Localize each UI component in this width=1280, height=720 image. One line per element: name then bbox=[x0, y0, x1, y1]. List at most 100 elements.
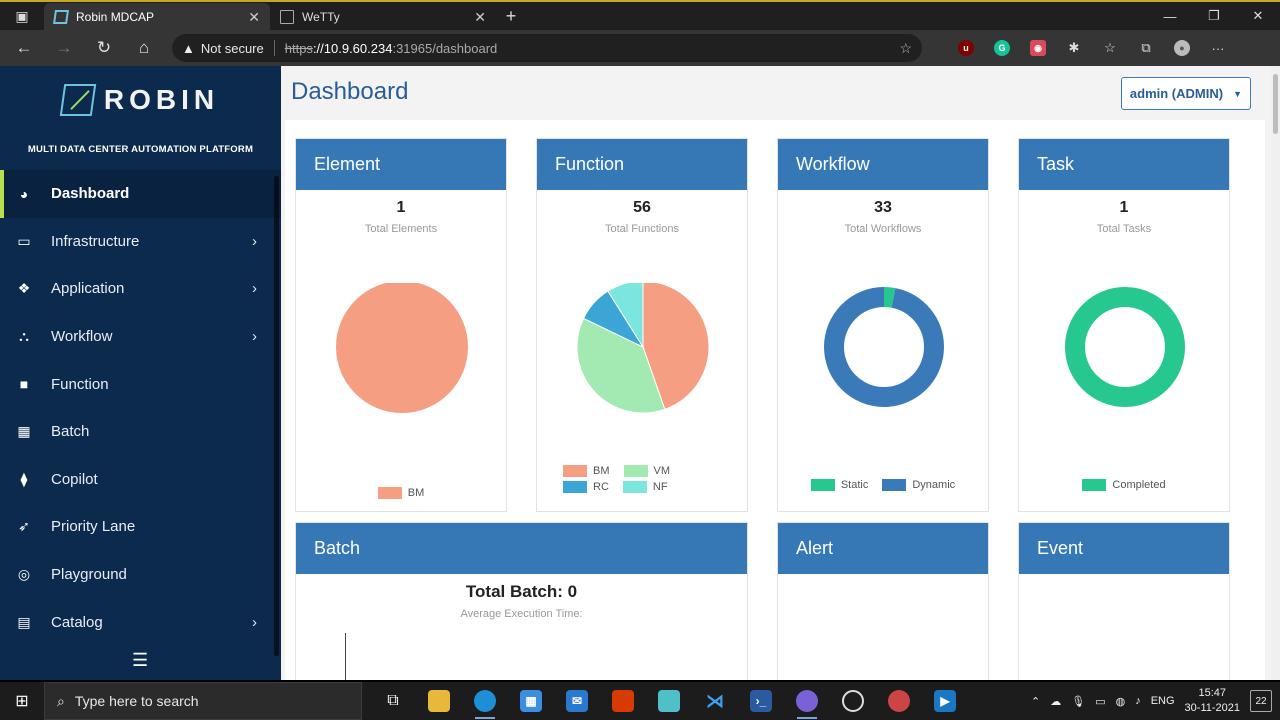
profile-avatar-icon[interactable]: ● bbox=[1166, 34, 1198, 62]
legend-item-rc[interactable]: RC bbox=[563, 481, 609, 493]
donut-segment-dynamic[interactable] bbox=[824, 287, 944, 407]
battery-icon[interactable]: ▭ bbox=[1095, 695, 1106, 708]
grammarly-extension-icon[interactable]: G bbox=[986, 34, 1018, 62]
snip-tool-icon[interactable] bbox=[876, 682, 922, 720]
mail-icon[interactable]: ✉ bbox=[554, 682, 600, 720]
language-indicator[interactable]: ENG bbox=[1150, 695, 1175, 707]
edge-browser-icon[interactable] bbox=[462, 682, 508, 720]
sidebar-item-label: Function bbox=[51, 375, 109, 393]
taskbar-search-input[interactable]: ⌕ Type here to search bbox=[44, 682, 362, 720]
sidebar-item-playground[interactable]: ◎ Playground bbox=[0, 551, 281, 599]
collections-icon[interactable]: ⧉ bbox=[1141, 40, 1151, 55]
sidebar-item-catalog[interactable]: ▤ Catalog › bbox=[0, 598, 281, 646]
page-title: Dashboard bbox=[291, 78, 409, 105]
pie-slice-vm[interactable] bbox=[576, 317, 666, 414]
close-tab-icon[interactable]: ✕ bbox=[474, 8, 486, 25]
robin-favicon-icon bbox=[53, 10, 69, 24]
brand[interactable]: ROBIN MULTI DATA CENTER AUTOMATION PLATF… bbox=[0, 66, 281, 170]
file-explorer-icon[interactable] bbox=[416, 682, 462, 720]
minimize-icon[interactable]: — bbox=[1163, 8, 1177, 24]
page-scrollbar[interactable] bbox=[1271, 66, 1280, 680]
new-tab-icon[interactable]: + bbox=[505, 5, 517, 26]
sidebar-scrollbar[interactable] bbox=[274, 176, 279, 656]
ublock-extension-icon[interactable]: u bbox=[950, 34, 982, 62]
close-tab-icon[interactable]: ✕ bbox=[248, 8, 260, 25]
legend-item-vm[interactable]: VM bbox=[623, 465, 670, 477]
pie-slice-nf[interactable] bbox=[607, 283, 644, 349]
scrollbar-thumb[interactable] bbox=[1273, 74, 1278, 134]
brand-tagline: MULTI DATA CENTER AUTOMATION PLATFORM bbox=[27, 144, 254, 155]
vscode-icon[interactable]: ⋊ bbox=[706, 690, 724, 711]
legend-item-nf[interactable]: NF bbox=[622, 481, 668, 493]
back-icon[interactable]: ← bbox=[15, 38, 33, 57]
microphone-icon[interactable]: 🎙 bbox=[1071, 695, 1086, 708]
card-count: 1 bbox=[1119, 199, 1129, 216]
screenshot-extension-icon[interactable]: ◉ bbox=[1022, 34, 1054, 62]
user-menu-button[interactable]: admin (ADMIN) ▼ bbox=[1120, 77, 1251, 110]
chart-axis bbox=[345, 633, 346, 680]
binoculars-icon: ⧫ bbox=[20, 470, 28, 487]
volume-icon[interactable]: ♪ bbox=[1135, 695, 1141, 707]
sidebar-item-infrastructure[interactable]: ▭ Infrastructure › bbox=[0, 218, 281, 266]
chat-app-icon[interactable] bbox=[784, 682, 830, 720]
close-window-icon[interactable]: ✕ bbox=[1252, 8, 1264, 23]
obs-icon[interactable] bbox=[830, 682, 876, 720]
tab-wetty[interactable]: WeTTy ✕ bbox=[270, 3, 496, 31]
legend-swatch bbox=[563, 465, 587, 477]
tab-title: Robin MDCAP bbox=[76, 10, 155, 24]
store-icon[interactable]: ▦ bbox=[508, 682, 554, 720]
maximize-icon[interactable]: ❐ bbox=[1208, 8, 1220, 23]
legend-item-completed[interactable]: Completed bbox=[1082, 479, 1166, 491]
sidebar-item-copilot[interactable]: ⧫ Copilot bbox=[0, 456, 281, 504]
cloud-icon[interactable]: ☁ bbox=[1050, 695, 1062, 708]
legend-item-bm[interactable]: BM bbox=[563, 465, 610, 477]
sidebar-item-dashboard[interactable]: ◕ Dashboard bbox=[0, 170, 281, 218]
card-header: Function bbox=[537, 139, 747, 190]
url-path: :31965/dashboard bbox=[392, 40, 498, 56]
pie-slice-bm[interactable] bbox=[336, 283, 468, 413]
sidebar-item-batch[interactable]: ▦ Batch bbox=[0, 408, 281, 456]
legend-label: Completed bbox=[1112, 479, 1166, 491]
briefcase-icon: ■ bbox=[19, 376, 29, 393]
home-icon[interactable]: ⌂ bbox=[138, 38, 150, 57]
clock[interactable]: 15:47 30-11-2021 bbox=[1185, 686, 1240, 716]
favorites-icon[interactable]: ☆ bbox=[1104, 40, 1116, 55]
window-menu-icon[interactable]: ▣ bbox=[15, 7, 29, 24]
media-player-icon[interactable]: ▶ bbox=[922, 682, 968, 720]
more-menu-icon[interactable]: ··· bbox=[1211, 40, 1225, 56]
card-header: Task bbox=[1019, 139, 1229, 190]
legend-item-dynamic[interactable]: Dynamic bbox=[882, 479, 955, 491]
sidebar-item-workflow[interactable]: ⛬ Workflow › bbox=[0, 313, 281, 361]
chevron-up-icon[interactable]: ⌃ bbox=[1031, 695, 1041, 708]
tab-robin-mdcap[interactable]: Robin MDCAP ✕ bbox=[44, 3, 270, 31]
forward-icon[interactable]: → bbox=[55, 38, 73, 57]
reload-icon[interactable]: ↻ bbox=[96, 38, 112, 57]
workflow-donut-chart bbox=[824, 287, 944, 407]
sidebar-item-application[interactable]: ❖ Application › bbox=[0, 265, 281, 313]
legend-item-static[interactable]: Static bbox=[810, 479, 868, 491]
browser-tab-bar: ▣ Robin MDCAP ✕ WeTTy ✕ + — ❐ ✕ bbox=[0, 0, 1280, 31]
donut-segment-completed[interactable] bbox=[1065, 287, 1185, 407]
task-view-icon[interactable]: ⧉ bbox=[387, 692, 399, 709]
notifications-icon[interactable]: 22 bbox=[1250, 690, 1272, 712]
network-icon[interactable]: ◍ bbox=[1115, 695, 1126, 708]
security-status[interactable]: Not secure bbox=[200, 40, 264, 56]
dashboard-panel: Element 1 Total Elements BM Function 56 … bbox=[285, 120, 1265, 680]
collapse-menu-icon[interactable]: ☰ bbox=[132, 650, 149, 670]
favorite-star-icon[interactable]: ☆ bbox=[899, 39, 912, 56]
sidebar-item-function[interactable]: ■ Function bbox=[0, 360, 281, 408]
url-input[interactable]: ▲ Not secure https ://10.9.60.234 :31965… bbox=[172, 34, 922, 62]
legend-item-bm[interactable]: BM bbox=[377, 487, 424, 499]
powershell-icon[interactable]: ›_ bbox=[738, 682, 784, 720]
notes-app-icon[interactable] bbox=[646, 682, 692, 720]
sidebar-item-label: Dashboard bbox=[51, 185, 130, 203]
pie-slice-bm[interactable] bbox=[642, 283, 710, 410]
sidebar-item-priority-lane[interactable]: ➶ Priority Lane bbox=[0, 503, 281, 551]
windows-start-icon[interactable]: ⊞ bbox=[15, 693, 29, 710]
chart-legend: BM VM RC NF bbox=[537, 465, 747, 493]
card-header: Event bbox=[1019, 523, 1229, 574]
chevron-right-icon: › bbox=[252, 232, 257, 250]
office-icon[interactable] bbox=[600, 682, 646, 720]
extensions-puzzle-icon[interactable]: ✱ bbox=[1068, 40, 1080, 55]
element-pie-chart bbox=[336, 283, 468, 413]
